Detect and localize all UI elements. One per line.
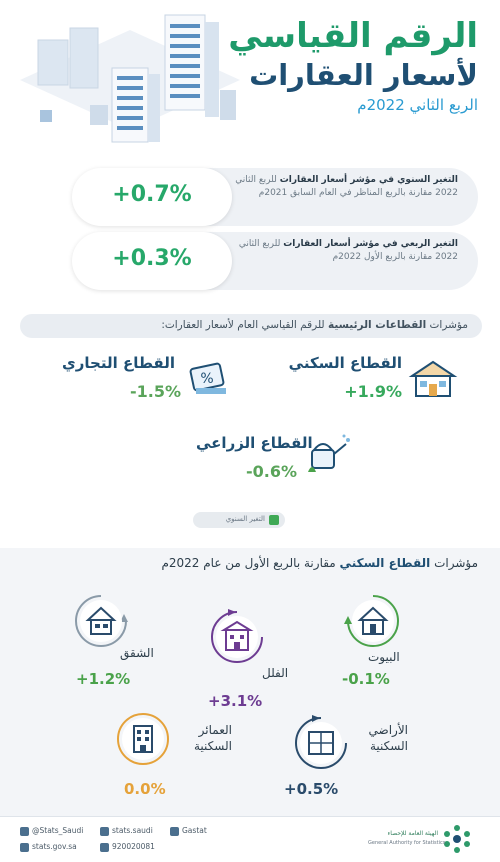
svg-text:%: %	[200, 371, 213, 387]
residential-sector-name: القطاع السكني	[288, 354, 402, 372]
legend-swatch	[269, 515, 279, 525]
footer-divider	[0, 816, 500, 817]
annual-change-value: +0.7%	[112, 182, 192, 207]
residential-breakdown-panel	[0, 548, 500, 816]
home-icon	[344, 595, 399, 647]
linkedin-handle[interactable]: Gastat	[170, 826, 207, 836]
sectors-header-text: مؤشرات القطاعات الرئيسية للرقم القياسي ا…	[161, 319, 468, 331]
buildings-illustration	[20, 14, 240, 143]
sectors-header-bold: القطاعات الرئيسية	[327, 319, 427, 331]
gastat-logo-text: الهيئة العامة للإحصاء	[387, 830, 438, 837]
phone-icon	[100, 842, 109, 852]
house-icon	[408, 360, 458, 397]
annual-change-label-bold: التغير السنوي في مؤشر أسعار العقارات	[279, 175, 458, 185]
legend: التغير السنوي	[193, 512, 285, 528]
quarterly-change-label-bold: التغير الربعي في مؤشر أسعار العقارات	[283, 239, 458, 249]
villas-value: +3.1%	[208, 692, 263, 710]
twitter-handle[interactable]: @Stats_Saudi	[20, 826, 83, 836]
gastat-logo-icon	[444, 825, 470, 853]
villas-name: الفلل	[262, 666, 289, 680]
residential-sector-value: +1.9%	[344, 382, 402, 401]
apartments-value: +1.2%	[76, 670, 131, 688]
lands-value: +0.5%	[284, 780, 339, 798]
building-icon	[117, 713, 169, 765]
annual-change-label-rest: للربع الثاني 2022 مقارنة بالربع المناظر …	[235, 175, 458, 198]
percent-tag-icon: %	[189, 362, 226, 394]
annual-change-pill: +0.7%	[72, 168, 232, 226]
twitter-text: @Stats_Saudi	[32, 826, 84, 835]
quarterly-change-label: التغير الربعي في مؤشر أسعار العقارات للر…	[230, 238, 458, 264]
land-plot-icon	[295, 715, 347, 769]
agricultural-sector-value: -0.6%	[246, 462, 298, 481]
gastat-logo-text-en: General Authority for Statistics	[368, 840, 446, 846]
annual-change-card: التغير السنوي في مؤشر أسعار العقارات للر…	[72, 168, 478, 226]
apartments-name: الشقق	[120, 646, 154, 660]
instagram-text: stats.saudi	[112, 826, 153, 835]
residential-header-prefix: مؤشرات	[434, 556, 478, 570]
legend-label: التغير السنوي	[225, 515, 265, 523]
quarterly-change-label-rest: للربع الثاني 2022 مقارنة بالربع الأول 20…	[238, 239, 458, 262]
sectors-header-prefix: مؤشرات	[429, 319, 468, 331]
linkedin-text: Gastat	[182, 826, 207, 835]
sectors-header-suffix: للرقم القياسي العام لأسعار العقارات:	[161, 319, 325, 331]
commercial-sector-value: -1.5%	[130, 382, 182, 401]
residential-header-bold: القطاع السكني	[339, 556, 431, 570]
phone-text: 920020081	[112, 842, 155, 851]
instagram-handle[interactable]: stats.saudi	[100, 826, 153, 836]
website-link[interactable]: stats.gov.sa	[20, 842, 77, 852]
buildings-name: العمائر السكنية	[194, 723, 232, 753]
page-title-line2: لأسعار العقارات	[249, 58, 478, 92]
page-title: الرقم القياسي	[228, 16, 478, 56]
watering-can-icon	[308, 434, 350, 472]
quarterly-change-value: +0.3%	[112, 246, 192, 271]
apartment-icon	[75, 595, 128, 647]
quarterly-change-pill: +0.3%	[72, 232, 232, 290]
commercial-sector-name: القطاع التجاري	[62, 354, 176, 372]
residential-header-suffix: مقارنة بالربع الأول من عام 2022م	[161, 556, 336, 570]
linkedin-icon	[170, 826, 179, 836]
houses-name: البيوت	[368, 650, 400, 664]
globe-icon	[20, 842, 29, 852]
houses-value: -0.1%	[342, 670, 390, 688]
page-subtitle: الربع الثاني 2022م	[357, 96, 478, 114]
instagram-icon	[100, 826, 109, 836]
website-text: stats.gov.sa	[32, 842, 77, 851]
agricultural-sector-name: القطاع الزراعي	[196, 434, 313, 452]
annual-change-label: التغير السنوي في مؤشر أسعار العقارات للر…	[230, 174, 458, 200]
lands-name: الأراضي السكنية	[368, 723, 409, 753]
residential-header: مؤشرات القطاع السكني مقارنة بالربع الأول…	[161, 556, 478, 570]
sectors-header-bar: مؤشرات القطاعات الرئيسية للرقم القياسي ا…	[20, 314, 482, 338]
twitter-icon	[20, 826, 29, 836]
villa-icon	[211, 609, 263, 663]
phone-number[interactable]: 920020081	[100, 842, 155, 852]
buildings-value: 0.0%	[124, 780, 166, 798]
quarterly-change-card: التغير الربعي في مؤشر أسعار العقارات للر…	[72, 232, 478, 290]
